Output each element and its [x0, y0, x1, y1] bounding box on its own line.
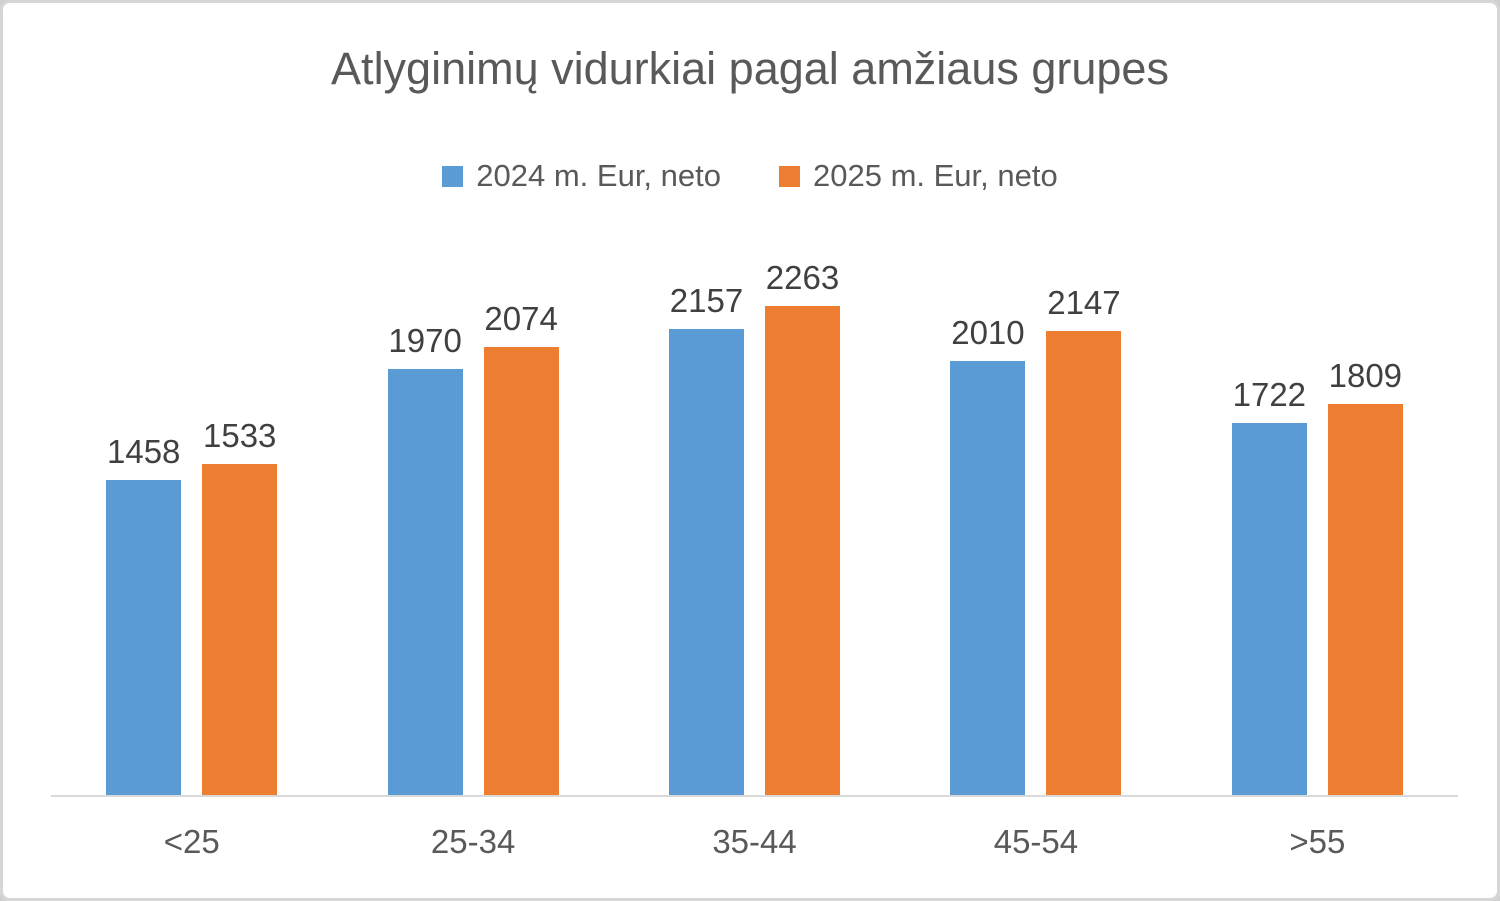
- bar-wrap: 2147: [1046, 286, 1122, 795]
- data-label: 1970: [388, 322, 462, 359]
- bar-group->55: 1722 1809: [1177, 257, 1458, 795]
- bar-2025-<25[interactable]: [202, 464, 278, 795]
- bar-wrap: 1458: [106, 435, 182, 795]
- bar-group-45-54: 2010 2147: [895, 257, 1176, 795]
- bar-group-25-34: 1970 2074: [332, 257, 613, 795]
- bar-wrap: 1533: [202, 419, 278, 795]
- x-axis-labels: <25 25-34 35-44 45-54 >55: [51, 823, 1458, 861]
- legend: 2024 m. Eur, neto 2025 m. Eur, neto: [3, 158, 1497, 194]
- bar-2025->55[interactable]: [1327, 404, 1403, 795]
- bar-wrap: 2263: [765, 261, 841, 795]
- x-axis-label: 45-54: [993, 823, 1079, 860]
- data-label: 2147: [1047, 284, 1121, 321]
- data-label: 1809: [1328, 357, 1403, 394]
- plot-area: 1458 1533 1970 2074 2157 2263 2010 2147 1722 1809: [51, 257, 1458, 797]
- bar-group-<25: 1458 1533: [51, 257, 332, 795]
- legend-item-2024[interactable]: 2024 m. Eur, neto: [442, 158, 721, 194]
- chart-title: Atlyginimų vidurkiai pagal amžiaus grupe…: [331, 43, 1169, 94]
- data-label: 1722: [1232, 376, 1307, 413]
- legend-item-2025[interactable]: 2025 m. Eur, neto: [779, 158, 1058, 194]
- bar-2024-<25[interactable]: [106, 480, 182, 795]
- bar-wrap: 2010: [950, 316, 1026, 795]
- data-label: 1533: [202, 417, 277, 454]
- x-axis-label: >55: [1289, 823, 1346, 860]
- data-label: 1458: [106, 433, 181, 470]
- data-label: 2074: [484, 300, 558, 337]
- bar-2025-35-44[interactable]: [765, 306, 841, 795]
- bar-2024-25-34[interactable]: [387, 369, 463, 795]
- bar-wrap: 1970: [387, 324, 463, 795]
- legend-swatch-2024: [442, 165, 464, 187]
- bar-2024-35-44[interactable]: [669, 329, 745, 795]
- data-label: 2157: [669, 282, 744, 319]
- legend-label-2025: 2025 m. Eur, neto: [813, 158, 1058, 193]
- bar-group-35-44: 2157 2263: [614, 257, 895, 795]
- bar-2024->55[interactable]: [1231, 423, 1307, 795]
- x-axis-label: 25-34: [430, 823, 516, 860]
- x-axis-label: <25: [163, 823, 220, 860]
- bar-wrap: 2074: [483, 302, 559, 795]
- legend-swatch-2025: [779, 165, 800, 187]
- bar-2025-45-54[interactable]: [1046, 331, 1122, 795]
- data-label: 2263: [765, 259, 840, 296]
- bar-wrap: 1809: [1327, 359, 1403, 795]
- legend-label-2024: 2024 m. Eur, neto: [476, 158, 721, 193]
- bar-2024-45-54[interactable]: [950, 361, 1026, 795]
- data-label: 2010: [951, 314, 1025, 351]
- bar-wrap: 2157: [669, 284, 745, 795]
- bar-wrap: 1722: [1231, 378, 1307, 795]
- bar-2025-25-34[interactable]: [483, 347, 559, 795]
- x-axis-label: 35-44: [712, 823, 797, 860]
